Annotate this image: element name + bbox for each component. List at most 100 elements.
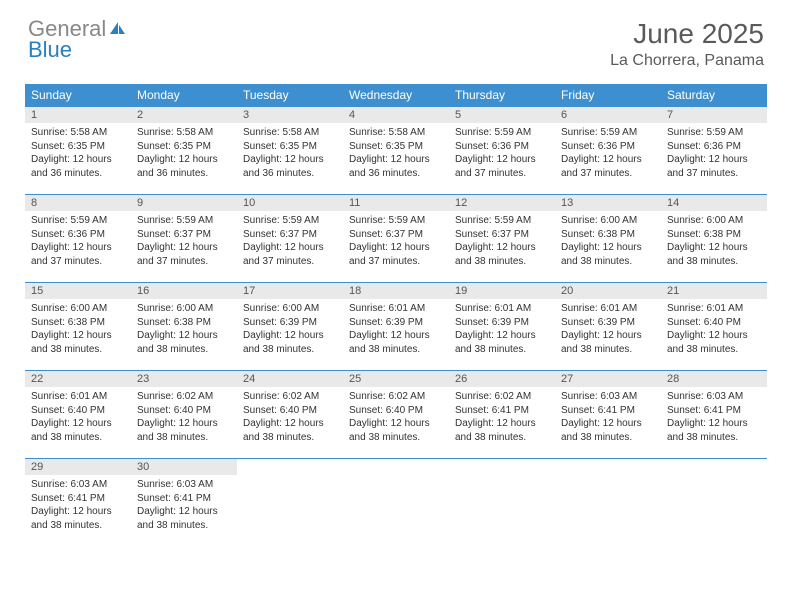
day-content: Sunrise: 6:03 AMSunset: 6:41 PMDaylight:…	[131, 475, 237, 535]
day-cell: 9Sunrise: 5:59 AMSunset: 6:37 PMDaylight…	[131, 195, 237, 283]
day-cell: 17Sunrise: 6:00 AMSunset: 6:39 PMDayligh…	[237, 283, 343, 371]
day-content: Sunrise: 5:58 AMSunset: 6:35 PMDaylight:…	[131, 123, 237, 183]
day-number: 19	[449, 283, 555, 299]
title-block: June 2025 La Chorrera, Panama	[610, 18, 764, 70]
day-number: 23	[131, 371, 237, 387]
weekday-header: Monday	[131, 84, 237, 107]
logo: General Blue	[28, 18, 128, 61]
day-content: Sunrise: 5:58 AMSunset: 6:35 PMDaylight:…	[343, 123, 449, 183]
day-number: 21	[661, 283, 767, 299]
day-number: 4	[343, 107, 449, 123]
day-content: Sunrise: 6:02 AMSunset: 6:40 PMDaylight:…	[343, 387, 449, 447]
day-number: 27	[555, 371, 661, 387]
day-cell: 29Sunrise: 6:03 AMSunset: 6:41 PMDayligh…	[25, 459, 131, 547]
day-content: Sunrise: 5:59 AMSunset: 6:37 PMDaylight:…	[131, 211, 237, 271]
page-header: General Blue June 2025 La Chorrera, Pana…	[0, 0, 792, 78]
day-content: Sunrise: 6:01 AMSunset: 6:39 PMDaylight:…	[343, 299, 449, 359]
day-content: Sunrise: 6:03 AMSunset: 6:41 PMDaylight:…	[25, 475, 131, 535]
day-cell: 4Sunrise: 5:58 AMSunset: 6:35 PMDaylight…	[343, 107, 449, 195]
logo-sail-icon	[108, 20, 128, 41]
day-cell: 15Sunrise: 6:00 AMSunset: 6:38 PMDayligh…	[25, 283, 131, 371]
day-cell: 16Sunrise: 6:00 AMSunset: 6:38 PMDayligh…	[131, 283, 237, 371]
day-number: 29	[25, 459, 131, 475]
day-content: Sunrise: 6:00 AMSunset: 6:39 PMDaylight:…	[237, 299, 343, 359]
day-content: Sunrise: 5:59 AMSunset: 6:37 PMDaylight:…	[237, 211, 343, 271]
empty-cell	[237, 459, 343, 547]
calendar-body: 1Sunrise: 5:58 AMSunset: 6:35 PMDaylight…	[25, 107, 767, 547]
day-cell: 28Sunrise: 6:03 AMSunset: 6:41 PMDayligh…	[661, 371, 767, 459]
day-number: 28	[661, 371, 767, 387]
day-cell: 19Sunrise: 6:01 AMSunset: 6:39 PMDayligh…	[449, 283, 555, 371]
day-cell: 25Sunrise: 6:02 AMSunset: 6:40 PMDayligh…	[343, 371, 449, 459]
calendar-row: 22Sunrise: 6:01 AMSunset: 6:40 PMDayligh…	[25, 371, 767, 459]
day-content: Sunrise: 6:01 AMSunset: 6:40 PMDaylight:…	[661, 299, 767, 359]
day-cell: 13Sunrise: 6:00 AMSunset: 6:38 PMDayligh…	[555, 195, 661, 283]
day-cell: 3Sunrise: 5:58 AMSunset: 6:35 PMDaylight…	[237, 107, 343, 195]
day-cell: 24Sunrise: 6:02 AMSunset: 6:40 PMDayligh…	[237, 371, 343, 459]
day-number: 10	[237, 195, 343, 211]
day-cell: 8Sunrise: 5:59 AMSunset: 6:36 PMDaylight…	[25, 195, 131, 283]
weekday-header: Saturday	[661, 84, 767, 107]
day-content: Sunrise: 6:00 AMSunset: 6:38 PMDaylight:…	[25, 299, 131, 359]
day-cell: 14Sunrise: 6:00 AMSunset: 6:38 PMDayligh…	[661, 195, 767, 283]
day-number: 22	[25, 371, 131, 387]
day-content: Sunrise: 6:00 AMSunset: 6:38 PMDaylight:…	[131, 299, 237, 359]
day-number: 24	[237, 371, 343, 387]
day-cell: 5Sunrise: 5:59 AMSunset: 6:36 PMDaylight…	[449, 107, 555, 195]
day-content: Sunrise: 6:02 AMSunset: 6:40 PMDaylight:…	[237, 387, 343, 447]
weekday-header: Wednesday	[343, 84, 449, 107]
day-cell: 1Sunrise: 5:58 AMSunset: 6:35 PMDaylight…	[25, 107, 131, 195]
day-content: Sunrise: 5:59 AMSunset: 6:37 PMDaylight:…	[343, 211, 449, 271]
day-cell: 20Sunrise: 6:01 AMSunset: 6:39 PMDayligh…	[555, 283, 661, 371]
day-number: 17	[237, 283, 343, 299]
day-number: 13	[555, 195, 661, 211]
weekday-header: Sunday	[25, 84, 131, 107]
day-cell: 18Sunrise: 6:01 AMSunset: 6:39 PMDayligh…	[343, 283, 449, 371]
day-cell: 22Sunrise: 6:01 AMSunset: 6:40 PMDayligh…	[25, 371, 131, 459]
day-cell: 6Sunrise: 5:59 AMSunset: 6:36 PMDaylight…	[555, 107, 661, 195]
empty-cell	[661, 459, 767, 547]
day-content: Sunrise: 6:02 AMSunset: 6:40 PMDaylight:…	[131, 387, 237, 447]
day-cell: 12Sunrise: 5:59 AMSunset: 6:37 PMDayligh…	[449, 195, 555, 283]
day-content: Sunrise: 6:02 AMSunset: 6:41 PMDaylight:…	[449, 387, 555, 447]
day-number: 25	[343, 371, 449, 387]
location-text: La Chorrera, Panama	[610, 52, 764, 70]
day-number: 7	[661, 107, 767, 123]
day-number: 15	[25, 283, 131, 299]
weekday-header-row: SundayMondayTuesdayWednesdayThursdayFrid…	[25, 84, 767, 107]
day-content: Sunrise: 6:00 AMSunset: 6:38 PMDaylight:…	[555, 211, 661, 271]
day-number: 1	[25, 107, 131, 123]
day-number: 16	[131, 283, 237, 299]
day-cell: 23Sunrise: 6:02 AMSunset: 6:40 PMDayligh…	[131, 371, 237, 459]
day-cell: 21Sunrise: 6:01 AMSunset: 6:40 PMDayligh…	[661, 283, 767, 371]
day-content: Sunrise: 5:59 AMSunset: 6:36 PMDaylight:…	[25, 211, 131, 271]
day-number: 30	[131, 459, 237, 475]
day-number: 5	[449, 107, 555, 123]
weekday-header: Friday	[555, 84, 661, 107]
day-number: 2	[131, 107, 237, 123]
day-number: 26	[449, 371, 555, 387]
calendar-row: 8Sunrise: 5:59 AMSunset: 6:36 PMDaylight…	[25, 195, 767, 283]
calendar-row: 1Sunrise: 5:58 AMSunset: 6:35 PMDaylight…	[25, 107, 767, 195]
day-number: 3	[237, 107, 343, 123]
empty-cell	[449, 459, 555, 547]
day-number: 14	[661, 195, 767, 211]
day-content: Sunrise: 6:01 AMSunset: 6:39 PMDaylight:…	[555, 299, 661, 359]
day-content: Sunrise: 6:01 AMSunset: 6:40 PMDaylight:…	[25, 387, 131, 447]
day-number: 12	[449, 195, 555, 211]
day-content: Sunrise: 5:59 AMSunset: 6:36 PMDaylight:…	[555, 123, 661, 183]
day-content: Sunrise: 6:01 AMSunset: 6:39 PMDaylight:…	[449, 299, 555, 359]
day-cell: 30Sunrise: 6:03 AMSunset: 6:41 PMDayligh…	[131, 459, 237, 547]
day-content: Sunrise: 6:00 AMSunset: 6:38 PMDaylight:…	[661, 211, 767, 271]
day-number: 9	[131, 195, 237, 211]
day-content: Sunrise: 5:59 AMSunset: 6:36 PMDaylight:…	[449, 123, 555, 183]
day-content: Sunrise: 5:58 AMSunset: 6:35 PMDaylight:…	[237, 123, 343, 183]
month-title: June 2025	[610, 18, 764, 50]
day-cell: 11Sunrise: 5:59 AMSunset: 6:37 PMDayligh…	[343, 195, 449, 283]
day-number: 11	[343, 195, 449, 211]
empty-cell	[343, 459, 449, 547]
weekday-header: Tuesday	[237, 84, 343, 107]
day-content: Sunrise: 5:59 AMSunset: 6:37 PMDaylight:…	[449, 211, 555, 271]
day-content: Sunrise: 6:03 AMSunset: 6:41 PMDaylight:…	[555, 387, 661, 447]
day-cell: 26Sunrise: 6:02 AMSunset: 6:41 PMDayligh…	[449, 371, 555, 459]
